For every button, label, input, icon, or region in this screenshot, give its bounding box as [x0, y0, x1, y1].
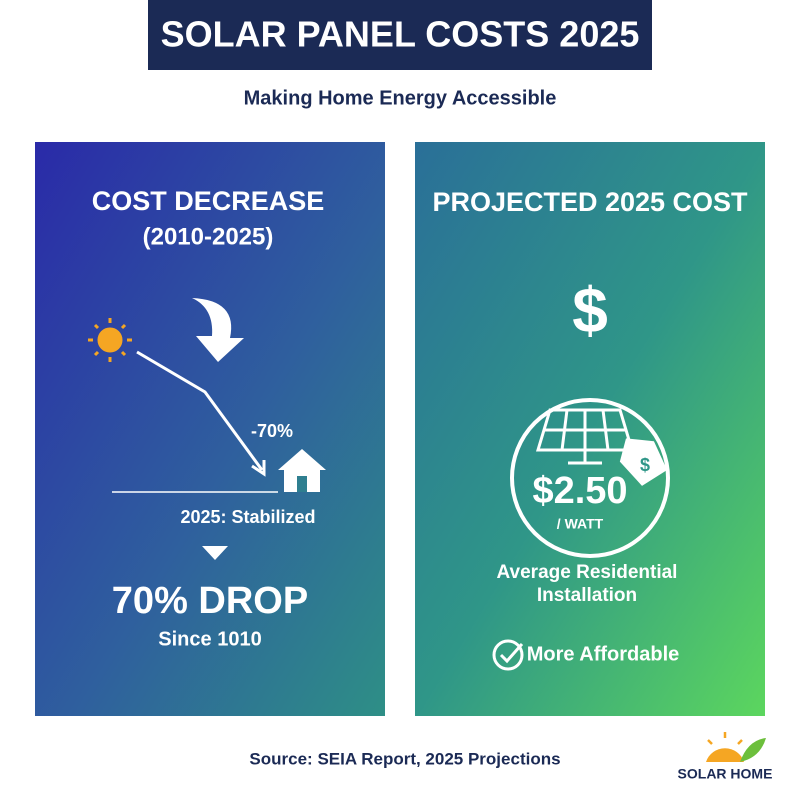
price-tag-icon: $ — [619, 438, 668, 486]
price: $2.50 — [532, 470, 627, 512]
svg-text:$: $ — [640, 455, 650, 475]
trend-line — [136, 350, 264, 471]
end-note: 2025: Stabilized — [180, 507, 315, 527]
house-icon — [278, 449, 326, 492]
badge: More Affordable — [527, 643, 680, 665]
source: Source: SEIA Report, 2025 Projections — [249, 749, 560, 768]
title-box — [148, 0, 652, 70]
left-panel — [35, 142, 385, 716]
logo-icon — [706, 732, 766, 762]
check-icon — [492, 639, 524, 671]
price-unit: / WATT — [557, 516, 604, 532]
sun-icon — [88, 318, 132, 362]
subtitle: Making Home Energy Accessible — [244, 87, 557, 109]
down-triangle — [202, 546, 228, 560]
left-period: (2010-2025) — [143, 223, 274, 250]
change-label: -70% — [251, 421, 293, 441]
trend-arrowhead — [251, 460, 266, 477]
right-heading: PROJECTED 2025 COST — [432, 187, 748, 217]
title: SOLAR PANEL COSTS 2025 — [161, 14, 640, 55]
dollar-symbol: $ — [572, 274, 608, 346]
down-arrow — [192, 298, 244, 362]
left-heading: COST DECREASE — [92, 186, 325, 216]
caption-line: Average Residential — [497, 562, 678, 583]
headline: 70% DROP — [112, 580, 308, 622]
since-note: Since 1010 — [158, 628, 261, 650]
logo-text: SOLAR HOME — [678, 766, 773, 782]
caption-line: Installation — [537, 585, 637, 606]
price-circle — [510, 398, 670, 558]
